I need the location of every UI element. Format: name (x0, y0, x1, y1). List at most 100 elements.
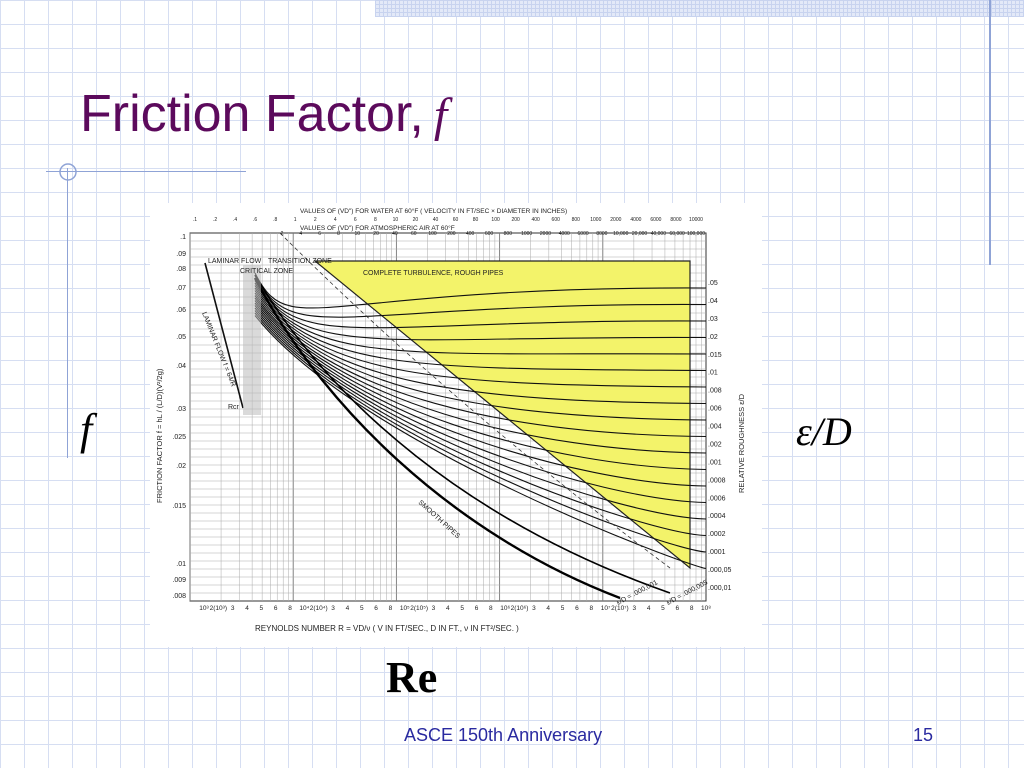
right-tick-label: .04 (708, 298, 718, 305)
top-tick-label: 800 (504, 231, 513, 237)
top-tick-label: 40,000 (651, 231, 667, 237)
x-tick-label: 4 (446, 605, 450, 612)
right-tick-label: .01 (708, 370, 718, 377)
critical-zone-band (243, 265, 261, 415)
y-tick-label: .04 (176, 363, 186, 370)
crosshair-icon (59, 163, 77, 181)
roughness-curve (254, 280, 707, 341)
top-tick-label: 100 (428, 231, 437, 237)
y-tick-label: .01 (176, 561, 186, 568)
top-tick-label: 10000 (689, 217, 703, 223)
x-tick-label: 5 (661, 605, 665, 612)
y-tick-label: .009 (172, 577, 186, 584)
top-tick-label: 8 (337, 231, 340, 237)
y-tick-label: .02 (176, 463, 186, 470)
top-tick-label: 200 (511, 217, 520, 223)
smooth-pipe-curve (254, 274, 671, 594)
x-tick-label: 6 (274, 605, 278, 612)
top-tick-label: .2 (213, 217, 217, 223)
roughness-curve (254, 310, 707, 537)
top-tick-label: 20 (413, 217, 419, 223)
top-axis-ticks-air: 2 4 6 8 10 20 40 60 100 200 400 600 800 1000 2000 4000 6… (281, 231, 706, 237)
right-tick-label: .002 (708, 441, 722, 448)
decorative-vertical-rule (989, 0, 991, 265)
top-tick-label: 8 (374, 217, 377, 223)
x-tick-label: 6 (475, 605, 479, 612)
top-axis-label-air: VALUES OF (VD") FOR ATMOSPHERIC AIR AT 6… (300, 224, 455, 232)
roughness-curve (254, 272, 707, 309)
x-tick-label: 3 (331, 605, 335, 612)
y-tick-label: .05 (176, 334, 186, 341)
moody-diagram: LAMINAR FLOW CRITICAL ZONE TRANSITION ZO… (150, 203, 762, 647)
x-tick-label: 5 (561, 605, 565, 612)
top-tick-label: 8000 (670, 217, 681, 223)
y-tick-label: .03 (176, 406, 186, 413)
right-tick-label: .006 (708, 406, 722, 413)
x-tick-label: 3 (632, 605, 636, 612)
x-tick-label: 8 (489, 605, 493, 612)
top-tick-label: 1 (294, 217, 297, 223)
x-tick-label: 2(10⁶) (511, 605, 529, 612)
x-tick-label: 5 (260, 605, 264, 612)
top-tick-label: 10,000 (613, 231, 629, 237)
x-tick-label: 2(10⁷) (611, 605, 629, 612)
right-tick-label: .05 (708, 280, 718, 287)
top-tick-label: 400 (532, 217, 541, 223)
top-tick-label: 6000 (578, 231, 589, 237)
top-tick-label: .1 (193, 217, 197, 223)
y-tick-label: .06 (176, 307, 186, 314)
top-tick-label: 2000 (610, 217, 621, 223)
x-tick-label: 2(10⁴) (310, 605, 328, 612)
x-tick-label: 2(10³) (210, 605, 227, 612)
top-tick-label: 40 (392, 231, 398, 237)
x-tick-label: 3 (432, 605, 436, 612)
top-tick-label: .8 (273, 217, 277, 223)
right-tick-label: .02 (708, 334, 718, 341)
footer-text: ASCE 150th Anniversary (404, 725, 603, 745)
roughness-curves (253, 272, 707, 600)
top-tick-label: 600 (485, 231, 494, 237)
turbulence-zone-label: COMPLETE TURBULENCE, ROUGH PIPES (363, 270, 504, 277)
x-tick-label: 8 (288, 605, 292, 612)
right-tick-label: .004 (708, 424, 722, 431)
laminar-flow-line (204, 262, 244, 409)
top-tick-label: 4000 (559, 231, 570, 237)
x-tick-label: 4 (546, 605, 550, 612)
x-tick-label: 2(10⁵) (410, 605, 428, 612)
smooth-pipe-curve (253, 277, 621, 600)
top-tick-label: 100,000 (687, 231, 705, 237)
x-tick-label: 10⁵ (400, 605, 410, 612)
top-tick-label: 600 (552, 217, 561, 223)
y-tick-label: .015 (172, 503, 186, 510)
top-tick-label: 60,000 (670, 231, 686, 237)
moody-diagram-svg: LAMINAR FLOW CRITICAL ZONE TRANSITION ZO… (155, 207, 746, 633)
y-tick-label: .025 (172, 434, 186, 441)
x-tick-label: 8 (690, 605, 694, 612)
top-tick-label: 800 (572, 217, 581, 223)
zone-label-laminar: LAMINAR FLOW (208, 258, 262, 265)
y-tick-label: .08 (176, 266, 186, 273)
top-tick-label: 4 (334, 217, 337, 223)
top-tick-label: 4000 (630, 217, 641, 223)
top-tick-label: 100 (491, 217, 500, 223)
top-tick-label: 2 (314, 217, 317, 223)
top-tick-label: 6 (354, 217, 357, 223)
roughness-curve (254, 275, 707, 318)
roughness-curve (254, 292, 707, 421)
x-tick-label: 10³ (199, 605, 209, 612)
y-tick-label: .07 (176, 285, 186, 292)
roughness-curve (254, 312, 707, 553)
right-tick-label: .0006 (708, 495, 726, 502)
right-tick-label: .0004 (708, 513, 726, 520)
x-axis-ticks: 10³ 2(10³) 3 4 5 6 8 10⁴ 2(10⁴) 3 4 5 6 8 10⁵ 2(10⁵) 3 4 5… (199, 605, 711, 612)
top-tick-label: .4 (233, 217, 237, 223)
x-tick-label: 4 (647, 605, 651, 612)
reynolds-number-label: Re (386, 653, 438, 702)
slide-title-symbol: f (433, 89, 448, 142)
relative-roughness-label: ε/D (796, 409, 852, 454)
roughness-curve (254, 290, 707, 405)
top-tick-label: 4 (299, 231, 302, 237)
roughness-curve (254, 315, 707, 570)
x-tick-label: 8 (589, 605, 593, 612)
x-tick-label: 4 (346, 605, 350, 612)
